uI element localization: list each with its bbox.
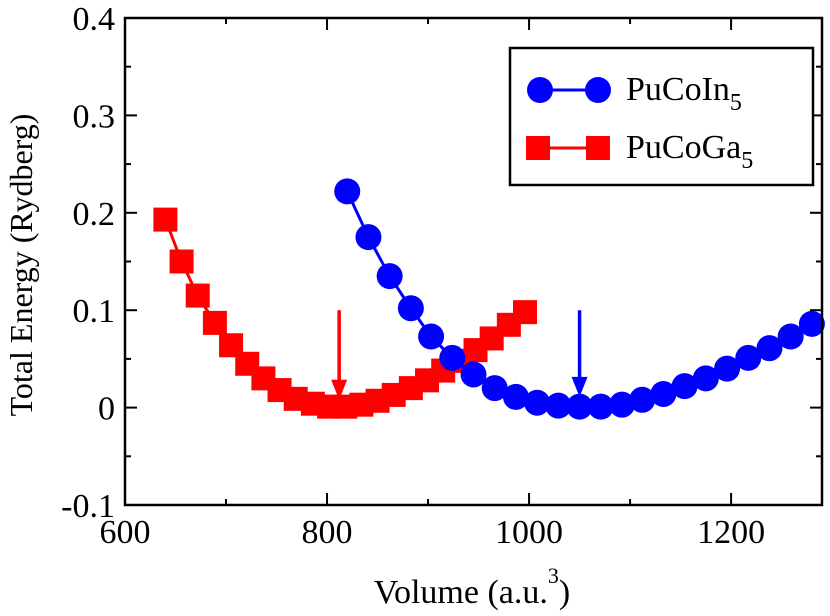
data-point-pucoin5 xyxy=(439,344,466,371)
data-point-pucoin5 xyxy=(629,386,656,413)
data-point-pucoga5 xyxy=(153,207,178,232)
data-point-pucoin5 xyxy=(397,295,424,322)
y-axis-label: Total Energy (Rydberg) xyxy=(3,114,39,417)
data-point-pucoin5 xyxy=(692,365,719,392)
legend-label-pucoin5: PuCoIn5 xyxy=(626,71,742,116)
legend-marker-pucoin5 xyxy=(527,77,553,103)
data-point-pucoin5 xyxy=(376,263,403,290)
data-point-pucoin5 xyxy=(418,323,445,350)
legend-marker-pucoin5 xyxy=(585,77,611,103)
minimum-arrowhead-pucoga5 xyxy=(331,379,348,400)
data-point-pucoin5 xyxy=(481,375,508,402)
data-point-pucoin5 xyxy=(756,335,783,362)
legend-box xyxy=(508,46,815,187)
y-tick-label: 0.3 xyxy=(73,98,116,135)
legend-marker-pucoga5 xyxy=(526,136,550,160)
data-point-pucoin5 xyxy=(714,355,741,382)
y-tick-label: -0.1 xyxy=(61,488,115,525)
data-point-pucoin5 xyxy=(608,391,635,418)
plot-frame xyxy=(123,16,824,507)
data-point-pucoin5 xyxy=(566,393,593,420)
x-axis-label: Volume (a.u.3) xyxy=(374,563,570,611)
legend-label-pucoga5: PuCoGa5 xyxy=(626,129,753,174)
y-tick-label: 0.2 xyxy=(73,196,116,233)
data-point-pucoin5 xyxy=(334,178,361,205)
minimum-arrowhead-pucoin5 xyxy=(571,376,588,397)
data-point-pucoin5 xyxy=(777,323,804,350)
data-point-pucoin5 xyxy=(524,389,551,416)
data-point-pucoga5 xyxy=(185,283,210,308)
data-point-pucoin5 xyxy=(650,380,677,407)
data-point-pucoin5 xyxy=(671,373,698,400)
y-tick-label: 0 xyxy=(98,391,115,428)
data-point-pucoin5 xyxy=(460,361,487,388)
data-point-pucoin5 xyxy=(798,310,825,337)
y-tick-label: 0.1 xyxy=(73,293,116,330)
legend: PuCoIn5 PuCoGa5 xyxy=(508,46,815,187)
legend-marker-pucoga5 xyxy=(586,136,610,160)
data-point-pucoin5 xyxy=(545,392,572,419)
data-point-pucoga5 xyxy=(513,300,538,325)
y-tick-label: 0.4 xyxy=(73,1,116,38)
data-point-pucoin5 xyxy=(502,383,529,410)
x-tick-label: 600 xyxy=(100,514,151,551)
data-point-pucoga5 xyxy=(202,310,227,335)
x-tick-label: 1000 xyxy=(495,514,563,551)
x-tick-label: 1200 xyxy=(697,514,765,551)
x-tick-label: 800 xyxy=(302,514,353,551)
data-point-pucoin5 xyxy=(587,393,614,420)
data-point-pucoin5 xyxy=(735,344,762,371)
data-point-pucoga5 xyxy=(169,249,194,274)
data-point-pucoin5 xyxy=(355,224,382,251)
